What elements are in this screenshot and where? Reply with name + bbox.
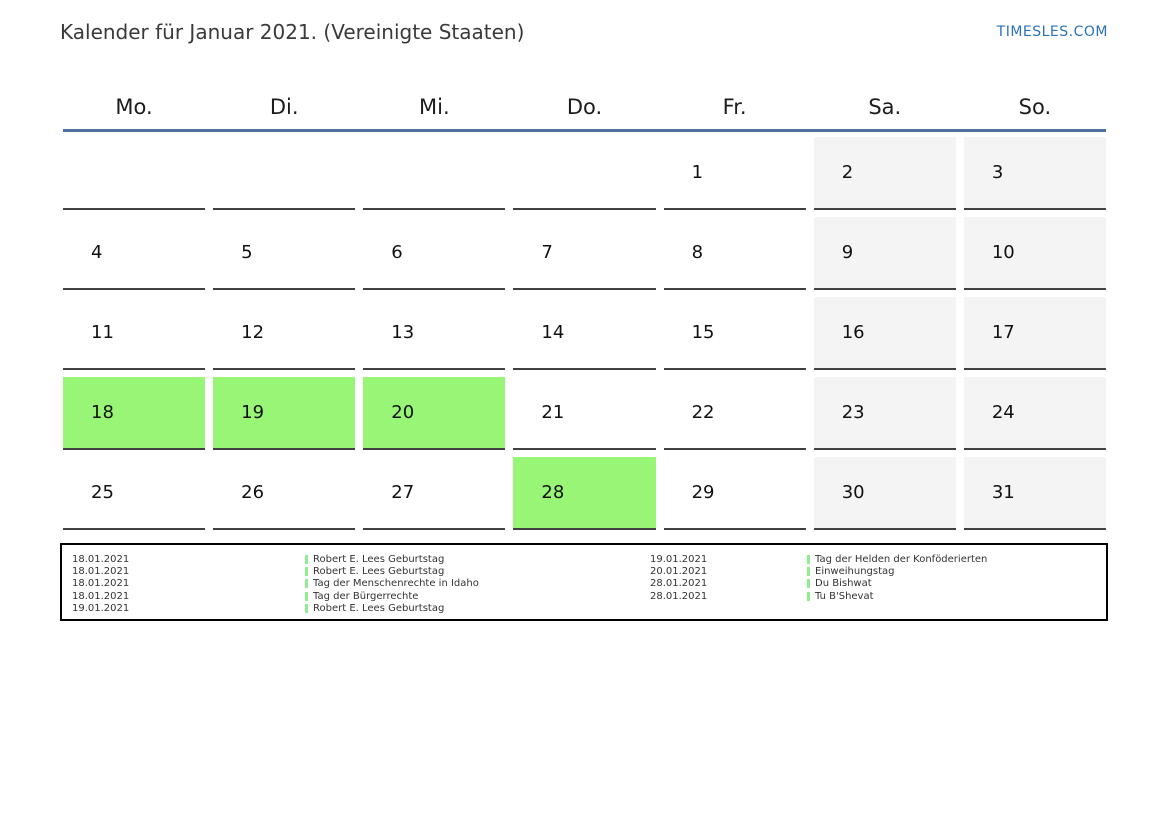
day-cell-25: 25: [63, 457, 206, 530]
legend-entry-date: 18.01.2021: [72, 590, 130, 602]
legend-entry: 20.01.2021 Einweihungstag: [650, 565, 987, 577]
legend-entry-date: 28.01.2021: [650, 590, 708, 602]
legend-entry-date: 19.01.2021: [650, 553, 708, 565]
holiday-marker-icon: [305, 579, 308, 589]
header-divider: [63, 129, 1106, 132]
day-cell-6: 6: [363, 217, 506, 290]
legend-entry-name: Einweihungstag: [815, 566, 895, 578]
legend-column-1: 18.01.2021 Robert E. Lees Geburtstag 18.01…: [72, 553, 479, 615]
legend-entry-name: Tag der Bürgerrechte: [313, 590, 419, 602]
day-cell-empty: [363, 137, 506, 210]
legend-entry-name: Robert E. Lees Geburtstag: [313, 603, 445, 615]
day-cell-empty: [63, 137, 206, 210]
legend-entry: 18.01.2021 Robert E. Lees Geburtstag: [72, 565, 479, 577]
day-cell-24: 24: [963, 377, 1106, 450]
day-cell-14: 14: [513, 297, 656, 370]
holiday-marker-icon: [305, 567, 308, 577]
day-cell-5: 5: [213, 217, 356, 290]
holiday-legend: 18.01.2021 Robert E. Lees Geburtstag 18.01…: [60, 543, 1108, 621]
day-cell-15: 15: [663, 297, 806, 370]
legend-entry: 19.01.2021 Tag der Helden der Konföderier…: [650, 553, 987, 565]
day-header-fr: Fr.: [722, 94, 747, 119]
day-header-sa: Sa.: [868, 94, 902, 119]
holiday-marker-icon: [807, 554, 810, 564]
day-cell-16: 16: [813, 297, 956, 370]
legend-entry-name: Tag der Menschenrechte in Idaho: [313, 578, 479, 590]
day-cell-30: 30: [813, 457, 956, 530]
day-header-di: Di.: [269, 94, 299, 119]
day-cell-31: 31: [963, 457, 1106, 530]
day-header-mi: Mi.: [419, 94, 450, 119]
day-cell-1: 1: [663, 137, 806, 210]
legend-entry: 28.01.2021 Du Bishwat: [650, 578, 987, 590]
day-cell-7: 7: [513, 217, 656, 290]
day-cell-29: 29: [663, 457, 806, 530]
legend-entry-name: Tag der Helden der Konföderierten: [815, 553, 988, 565]
calendar: Mo. Di. Mi. Do. Fr. Sa. So. 1 2 3 4 5 6 7 8 9 10 11 12 13 1…: [63, 84, 1106, 532]
day-cell-10: 10: [963, 217, 1106, 290]
day-cell-empty: [213, 137, 356, 210]
legend-entry-date: 18.01.2021: [72, 566, 130, 578]
day-cell-empty: [513, 137, 656, 210]
day-cell-3: 3: [963, 137, 1106, 210]
day-cell-13: 13: [363, 297, 506, 370]
day-cell-21: 21: [513, 377, 656, 450]
day-cell-23: 23: [813, 377, 956, 450]
legend-entry-date: 20.01.2021: [650, 566, 708, 578]
legend-column-2: 19.01.2021 Tag der Helden der Konföderier…: [650, 553, 987, 603]
legend-entry: 28.01.2021 Tu B'Shevat: [650, 590, 987, 602]
day-header-mo: Mo.: [115, 94, 153, 119]
legend-entry-name: Robert E. Lees Geburtstag: [313, 553, 445, 565]
holiday-marker-icon: [807, 567, 810, 577]
day-cell-20: 20: [363, 377, 506, 450]
day-cell-22: 22: [663, 377, 806, 450]
holiday-marker-icon: [305, 554, 308, 564]
page-title: Kalender für Januar 2021. (Vereinigte St…: [60, 20, 525, 44]
legend-entry: 18.01.2021 Robert E. Lees Geburtstag: [72, 553, 479, 565]
calendar-grid: 1 2 3 4 5 6 7 8 9 10 11 12 13 14 15 16 17 18 19 20 21 22 23 24 2…: [63, 132, 1106, 532]
legend-entry: 18.01.2021 Tag der Bürgerrechte: [72, 590, 479, 602]
legend-entry-date: 28.01.2021: [650, 578, 708, 590]
legend-entry: 18.01.2021 Tag der Menschenrechte in Idah…: [72, 578, 479, 590]
legend-entry-date: 18.01.2021: [72, 553, 130, 565]
day-cell-17: 17: [963, 297, 1106, 370]
day-header-so: So.: [1018, 94, 1052, 119]
brand-link[interactable]: TIMESLES.COM: [996, 24, 1108, 40]
holiday-marker-icon: [807, 579, 810, 589]
day-header-row: Mo. Di. Mi. Do. Fr. Sa. So.: [63, 84, 1106, 129]
legend-entry: 19.01.2021 Robert E. Lees Geburtstag: [72, 603, 479, 615]
holiday-marker-icon: [807, 591, 810, 601]
day-cell-19: 19: [213, 377, 356, 450]
day-cell-26: 26: [213, 457, 356, 530]
legend-entry-name: Tu B'Shevat: [815, 590, 874, 602]
day-header-do: Do.: [566, 94, 603, 119]
day-cell-2: 2: [813, 137, 956, 210]
day-cell-4: 4: [63, 217, 206, 290]
day-cell-18: 18: [63, 377, 206, 450]
day-cell-28: 28: [513, 457, 656, 530]
legend-entry-name: Robert E. Lees Geburtstag: [313, 566, 445, 578]
holiday-marker-icon: [305, 604, 308, 614]
legend-entry-date: 19.01.2021: [72, 603, 130, 615]
day-cell-8: 8: [663, 217, 806, 290]
day-cell-11: 11: [63, 297, 206, 370]
legend-entry-date: 18.01.2021: [72, 578, 130, 590]
day-cell-12: 12: [213, 297, 356, 370]
day-cell-27: 27: [363, 457, 506, 530]
holiday-marker-icon: [305, 591, 308, 601]
legend-entry-name: Du Bishwat: [815, 578, 872, 590]
day-cell-9: 9: [813, 217, 956, 290]
